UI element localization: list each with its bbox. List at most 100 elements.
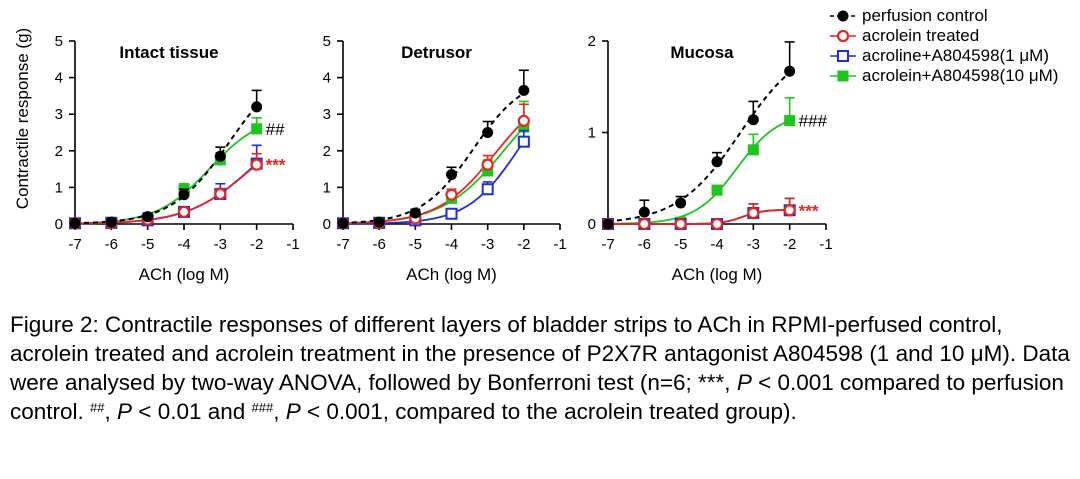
panel-detrusor: 0 1 2 3 4 5 -7 -6 -5 -4 -3 -2 -1 ACh (log M) Detrusor (323, 33, 567, 284)
legend-item-perfusion-control: perfusion control (830, 6, 1058, 26)
curve-acroline-a804598-1-m (343, 140, 525, 225)
caption-text-6: < 0.001, compared to the acrolein treate… (300, 399, 797, 424)
curve-perfusion-control (607, 71, 791, 223)
x-tick-label: -7 (336, 236, 349, 253)
y-tick-label: 2 (588, 33, 596, 50)
data-point-acrolein-a804598-10-m (518, 121, 530, 133)
significance-label: ## (266, 120, 285, 139)
y-tick-label: 0 (588, 216, 596, 233)
data-point-acrolein-treated (250, 158, 263, 171)
data-point-perfusion-control (518, 84, 530, 96)
panel-intact-tissue: 0 1 2 3 4 5 -7 -6 -5 -4 -3 -2 -1 ACh (log M) Intact ti… (13, 28, 300, 284)
y-tick-label: 5 (55, 33, 63, 50)
data-point-perfusion-control (711, 156, 723, 168)
data-point-acroline-a804598-1-m (481, 183, 494, 196)
x-tick-label: -2 (783, 236, 796, 253)
x-tick-label: -5 (674, 236, 687, 253)
legend-marker-a804598-10um (830, 70, 856, 82)
data-point-perfusion-control (675, 197, 687, 209)
curve-perfusion-control (342, 92, 525, 224)
data-point-acrolein-a804598-10-m (747, 144, 759, 156)
x-tick-label: -6 (638, 236, 651, 253)
data-point-perfusion-control (337, 217, 349, 229)
data-point-acrolein-treated (214, 187, 227, 201)
legend-item-acrolein-treated: acrolein treated (830, 26, 1058, 46)
figure-caption: Figure 2: Contractile responses of diffe… (10, 310, 1070, 426)
data-point-acrolein-a804598-10-m (482, 165, 494, 177)
data-point-acroline-a804598-1-m (445, 207, 458, 220)
data-point-perfusion-control (638, 206, 650, 218)
legend-marker-perfusion-control (830, 10, 856, 22)
data-point-perfusion-control (373, 216, 385, 228)
data-point-perfusion-control (602, 218, 614, 230)
x-tick-label: -2 (250, 236, 263, 253)
x-axis-label: ACh (log M) (139, 265, 230, 284)
curve-acroline-a804598-1-m (75, 162, 258, 225)
curve-perfusion-control (75, 105, 258, 225)
panel-mucosa: 0 1 2 -7 -6 -5 -4 -3 -2 -1 ACh (log M) Mucosa ### *** (588, 33, 833, 284)
legend-item-a804598-1um: acroline+A804598(1 μM) (830, 46, 1058, 66)
data-point-acrolein-treated (638, 217, 651, 231)
legend-label-a804598-10um: acrolein+A804598(10 μM) (862, 66, 1059, 85)
x-tick-label: -1 (286, 236, 299, 253)
figure-panels: 0 1 2 3 4 5 -7 -6 -5 -4 -3 -2 -1 ACh (log M) Intact ti… (13, 28, 833, 284)
y-tick-label: 3 (55, 106, 63, 123)
data-point-acrolein-a804598-10-m (711, 184, 723, 196)
x-tick-label: -7 (68, 236, 81, 253)
x-tick-label: -4 (445, 236, 458, 253)
caption-sup-1: ## (90, 400, 105, 415)
y-tick-label: 2 (55, 143, 63, 160)
x-tick-label: -1 (553, 236, 566, 253)
x-tick-label: -4 (710, 236, 723, 253)
legend-label-perfusion-control: perfusion control (862, 6, 988, 25)
data-point-acrolein-treated (481, 158, 494, 171)
data-point-acrolein-treated (747, 206, 760, 220)
y-tick-label: 1 (588, 125, 596, 142)
curve-acrolein-treated (343, 120, 525, 225)
data-point-perfusion-control (69, 217, 81, 229)
significance-label: ### (799, 112, 828, 131)
caption-text-2: < 0.001 compared to perfusion control. (10, 370, 1064, 424)
x-tick-label: -6 (372, 236, 385, 253)
curve-acrolein-treated (75, 163, 258, 225)
legend-marker-acrolein-treated (830, 29, 856, 43)
data-point-perfusion-control (142, 211, 154, 223)
curve-acrolein-a804598-10-m (607, 119, 791, 225)
caption-text-5: , (273, 399, 286, 424)
caption-p-symbol-1: P (736, 370, 752, 395)
caption-text-1: Figure 2: Contractile responses of diffe… (10, 312, 1070, 395)
caption-text-4: < 0.01 and (132, 399, 252, 424)
y-tick-label: 0 (323, 216, 331, 233)
data-point-perfusion-control (178, 189, 190, 201)
panel-title: Mucosa (670, 43, 734, 62)
panel-title: Detrusor (401, 43, 472, 62)
data-point-acrolein-treated (674, 217, 687, 231)
x-axis-label: ACh (log M) (672, 265, 763, 284)
data-point-acrolein-treated (445, 188, 458, 201)
data-point-perfusion-control (747, 114, 759, 126)
x-tick-label: -2 (517, 236, 530, 253)
panel-title: Intact tissue (119, 43, 218, 62)
data-point-perfusion-control (214, 150, 226, 162)
x-tick-label: -5 (409, 236, 422, 253)
chart-legend: perfusion control acrolein treated acrol… (830, 6, 1058, 86)
x-tick-label: -3 (747, 236, 760, 253)
y-tick-label: 2 (323, 143, 331, 160)
data-point-acrolein-treated (783, 204, 796, 217)
legend-marker-a804598-1um (830, 50, 856, 62)
x-tick-label: -6 (105, 236, 118, 253)
x-tick-label: -7 (601, 236, 614, 253)
x-tick-label: -4 (177, 236, 190, 253)
data-point-perfusion-control (446, 169, 457, 181)
data-point-perfusion-control (482, 127, 494, 138)
data-point-perfusion-control (784, 65, 796, 77)
data-point-acrolein-a804598-10-m (251, 123, 263, 135)
data-point-perfusion-control (105, 216, 117, 228)
significance-label: *** (799, 201, 819, 220)
y-tick-label: 1 (323, 179, 331, 196)
x-tick-label: -3 (214, 236, 227, 253)
y-tick-label: 4 (55, 70, 63, 87)
data-point-acrolein-treated (517, 114, 530, 127)
legend-label-acrolein-treated: acrolein treated (862, 26, 980, 45)
legend-label-a804598-1um: acroline+A804598(1 μM) (862, 46, 1049, 65)
